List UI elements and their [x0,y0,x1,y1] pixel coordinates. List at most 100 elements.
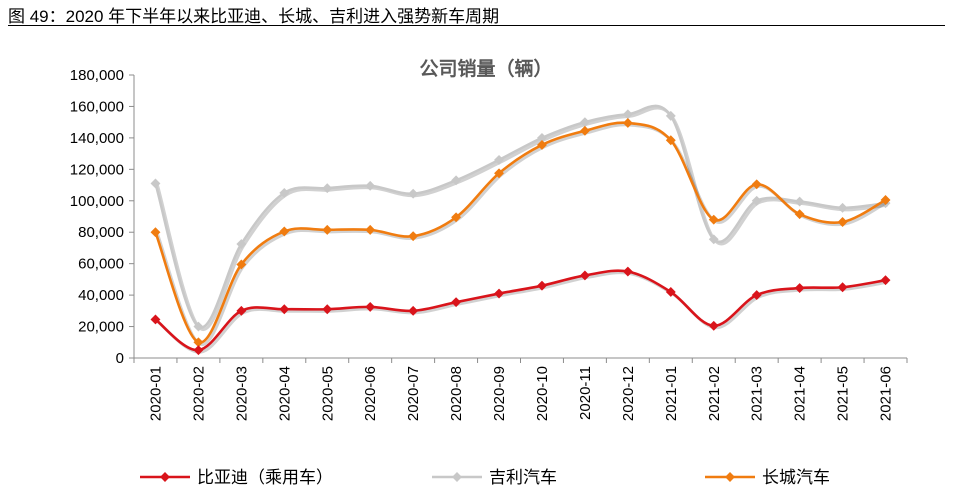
x-tick-label: 2021-01 [663,366,680,421]
data-point [794,209,805,220]
data-point [193,321,204,332]
x-tick-label: 2020-12 [620,366,637,421]
x-tick-label: 2020-02 [190,366,207,421]
legend-label: 吉利汽车 [489,468,557,487]
legend-label: 比亚迪（乘用车） [197,468,333,487]
data-point [193,337,204,348]
series-line-shadow [156,123,889,346]
data-point [494,288,504,299]
data-point [837,202,848,213]
data-point [236,259,247,270]
y-tick-label: 140,000 [70,130,124,147]
legend-label: 长城汽车 [762,468,830,487]
y-tick-label: 20,000 [78,319,124,336]
legend-marker [452,472,462,482]
data-point [322,304,333,315]
y-tick-label: 60,000 [78,256,124,273]
x-tick-label: 2020-09 [491,366,508,421]
data-point [408,231,419,242]
x-tick-label: 2021-05 [835,366,852,421]
y-tick-label: 0 [116,350,124,367]
series-line-shadow [156,106,888,331]
data-point [193,345,204,356]
data-point [880,195,891,205]
x-tick-label: 2021-02 [706,366,723,421]
data-point [579,125,590,136]
data-point [751,179,762,190]
x-tick-label: 2021-04 [792,366,809,421]
x-tick-label: 2020-06 [362,366,379,421]
legend-marker [160,472,170,482]
data-point [322,183,333,194]
data-point [451,297,462,308]
y-tick-label: 40,000 [78,287,124,304]
x-tick-label: 2020-01 [147,366,164,421]
data-point [408,188,419,199]
legend-item: 比亚迪（乘用车） [140,468,333,487]
y-tick-label: 100,000 [70,193,124,210]
data-point [665,110,676,121]
x-tick-label: 2021-03 [749,366,766,421]
series-line-shadow [156,271,888,354]
data-point [708,320,719,331]
data-point [579,117,590,128]
data-point [537,132,547,143]
data-point [408,305,419,316]
data-point [537,280,547,291]
data-point [279,226,290,237]
data-point [708,214,719,225]
data-point [236,305,247,316]
data-point [236,239,247,249]
x-tick-label: 2020-03 [233,366,250,421]
data-point [880,275,891,286]
chart-series [150,104,891,356]
data-point [322,224,333,235]
data-point [708,234,719,245]
x-tick-label: 2020-08 [448,366,465,421]
figure-caption: 图 49：2020 年下半年以来比亚迪、长城、吉利进入强势新车周期 [8,7,500,26]
data-point [622,118,633,128]
y-tick-label: 120,000 [70,161,124,178]
data-point [451,175,462,186]
data-point [365,301,376,312]
legend-marker [725,472,735,482]
data-point [150,227,161,238]
x-tick-label: 2020-05 [319,366,336,421]
data-point [622,109,633,120]
data-point [150,178,161,189]
series-1 [150,104,891,332]
caption-rule [8,25,945,26]
data-point [150,314,161,325]
x-tick-label: 2020-10 [534,366,551,421]
chart-axes: 0 20,000 40,000 60,000 80,000 100,000 120,000 1… [70,67,908,421]
y-tick-label: 180,000 [70,67,124,84]
x-tick-label: 2021-06 [878,366,895,421]
data-point [751,290,762,301]
data-point [494,168,504,179]
y-tick-label: 160,000 [70,98,124,115]
x-tick-label: 2020-07 [405,366,422,421]
data-point [494,154,504,165]
y-tick-label: 80,000 [78,224,124,241]
data-point [665,287,676,297]
data-point [622,266,633,277]
chart-title: 公司销量（辆） [419,57,552,80]
x-tick-label: 2020-04 [276,366,293,421]
data-point [365,224,376,235]
series-0 [150,266,891,356]
data-point [837,282,848,293]
data-point [279,304,290,315]
data-point [794,283,805,293]
data-point [579,270,590,281]
data-point [279,187,290,198]
legend-item: 长城汽车 [705,468,830,487]
data-point [837,217,848,227]
series-2 [150,118,891,348]
data-point [751,195,762,206]
data-point [665,135,676,146]
data-point [794,196,805,207]
legend-item: 吉利汽车 [432,468,557,487]
data-point [451,212,462,223]
chart-legend: 比亚迪（乘用车） 吉利汽车 长城汽车 [140,468,830,487]
